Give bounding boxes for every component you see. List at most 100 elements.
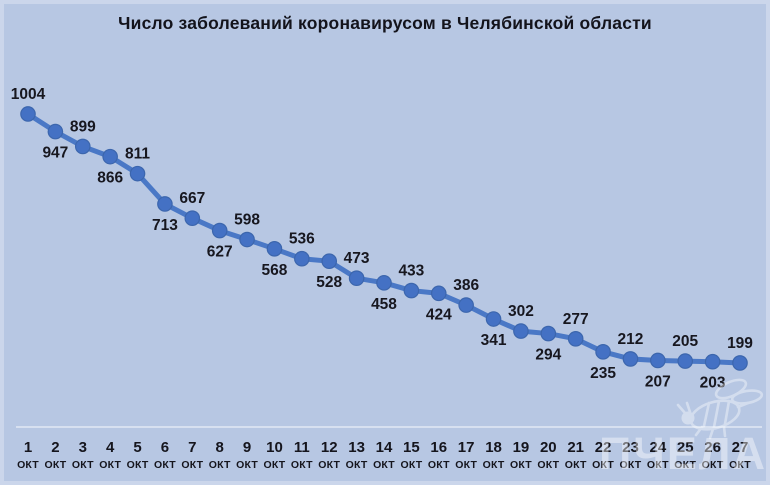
data-point-marker bbox=[567, 331, 584, 347]
data-label: 811 bbox=[125, 146, 150, 163]
data-label: 424 bbox=[426, 306, 452, 323]
data-label: 205 bbox=[672, 333, 698, 350]
data-point-marker bbox=[376, 275, 392, 291]
x-tick-day: 10 bbox=[266, 439, 283, 456]
x-tick-day: 11 bbox=[294, 439, 310, 456]
x-tick-month: окт bbox=[373, 459, 395, 471]
x-tick-month: окт bbox=[483, 459, 505, 471]
data-label: 667 bbox=[179, 190, 205, 207]
x-tick-day: 14 bbox=[376, 439, 393, 456]
data-point-marker bbox=[74, 138, 91, 155]
chart-title: Число заболеваний коронавирусом в Челяби… bbox=[118, 13, 652, 33]
data-point-marker bbox=[650, 352, 666, 369]
data-label: 235 bbox=[590, 365, 616, 382]
data-point-marker bbox=[430, 285, 447, 302]
x-tick-day: 18 bbox=[485, 439, 502, 456]
x-tick-month: окт bbox=[346, 459, 368, 471]
data-label: 568 bbox=[262, 262, 288, 279]
data-point-marker bbox=[47, 123, 64, 140]
x-tick-month: окт bbox=[455, 459, 477, 471]
x-tick-day: 7 bbox=[188, 439, 196, 456]
x-tick-day: 27 bbox=[732, 439, 749, 456]
data-point-marker bbox=[403, 282, 420, 299]
x-tick-day: 13 bbox=[348, 439, 365, 456]
data-label: 212 bbox=[618, 331, 644, 348]
data-point-marker bbox=[266, 241, 283, 257]
x-tick-month: окт bbox=[702, 459, 724, 471]
x-tick-day: 12 bbox=[321, 439, 338, 456]
data-point-marker bbox=[704, 353, 721, 370]
data-label: 203 bbox=[700, 375, 726, 392]
x-tick-month: окт bbox=[17, 459, 39, 471]
data-label: 627 bbox=[207, 244, 233, 261]
x-tick-day: 15 bbox=[403, 439, 420, 456]
x-tick-day: 17 bbox=[458, 439, 475, 456]
data-label: 866 bbox=[97, 170, 123, 187]
x-tick-day: 24 bbox=[650, 439, 667, 456]
x-tick-day: 3 bbox=[79, 439, 87, 456]
x-tick-month: окт bbox=[209, 459, 231, 471]
data-label: 598 bbox=[234, 212, 260, 229]
data-label: 473 bbox=[344, 250, 370, 267]
x-tick-month: окт bbox=[181, 459, 203, 471]
x-tick-month: окт bbox=[154, 459, 176, 471]
data-point-marker bbox=[732, 355, 748, 371]
data-label: 713 bbox=[152, 217, 178, 234]
x-tick-month: окт bbox=[72, 459, 94, 471]
x-tick-month: окт bbox=[318, 459, 340, 471]
data-point-marker bbox=[20, 106, 36, 122]
x-tick-day: 2 bbox=[51, 439, 59, 456]
x-tick-month: окт bbox=[592, 459, 614, 471]
data-point-marker bbox=[513, 323, 529, 339]
x-tick-month: окт bbox=[674, 459, 696, 471]
data-label: 341 bbox=[481, 332, 507, 349]
data-point-marker bbox=[622, 351, 639, 367]
data-label: 433 bbox=[398, 263, 424, 280]
x-tick-day: 25 bbox=[677, 439, 694, 456]
data-point-marker bbox=[211, 222, 228, 239]
data-label: 277 bbox=[563, 311, 589, 328]
data-point-marker bbox=[129, 165, 146, 182]
data-label: 528 bbox=[316, 274, 342, 291]
x-tick-month: окт bbox=[510, 459, 532, 471]
x-tick-day: 26 bbox=[704, 439, 721, 456]
x-tick-day: 23 bbox=[622, 439, 639, 456]
x-tick-day: 9 bbox=[243, 439, 251, 456]
data-point-marker bbox=[677, 353, 694, 369]
x-tick-month: окт bbox=[565, 459, 587, 471]
x-tick-month: окт bbox=[44, 459, 66, 471]
data-point-marker bbox=[595, 344, 611, 360]
x-tick-month: окт bbox=[127, 459, 149, 471]
x-tick-day: 1 bbox=[24, 439, 32, 456]
x-tick-month: окт bbox=[647, 459, 669, 471]
data-label: 458 bbox=[371, 296, 397, 313]
data-label: 947 bbox=[42, 145, 68, 162]
data-point-marker bbox=[540, 325, 557, 342]
data-point-marker bbox=[294, 250, 310, 267]
x-tick-month: окт bbox=[99, 459, 121, 471]
data-point-marker bbox=[239, 231, 255, 248]
x-tick-month: окт bbox=[620, 459, 642, 471]
x-tick-day: 19 bbox=[513, 439, 530, 456]
data-point-marker bbox=[321, 253, 338, 269]
data-point-marker bbox=[102, 148, 118, 165]
x-tick-month: окт bbox=[264, 459, 286, 471]
x-tick-day: 21 bbox=[567, 439, 584, 456]
x-tick-day: 4 bbox=[106, 439, 115, 456]
data-label: 199 bbox=[727, 335, 753, 352]
x-tick-day: 8 bbox=[216, 439, 224, 456]
x-tick-month: окт bbox=[428, 459, 450, 471]
data-point-marker bbox=[157, 196, 173, 212]
data-label: 1004 bbox=[11, 86, 46, 103]
data-label: 207 bbox=[645, 373, 671, 390]
data-point-marker bbox=[485, 311, 502, 327]
data-label: 386 bbox=[453, 277, 479, 294]
data-label: 294 bbox=[535, 347, 561, 364]
data-point-marker bbox=[458, 297, 474, 313]
x-tick-month: окт bbox=[400, 459, 422, 471]
x-tick-month: окт bbox=[236, 459, 258, 471]
data-label: 302 bbox=[508, 303, 534, 320]
x-tick-month: окт bbox=[729, 459, 751, 471]
